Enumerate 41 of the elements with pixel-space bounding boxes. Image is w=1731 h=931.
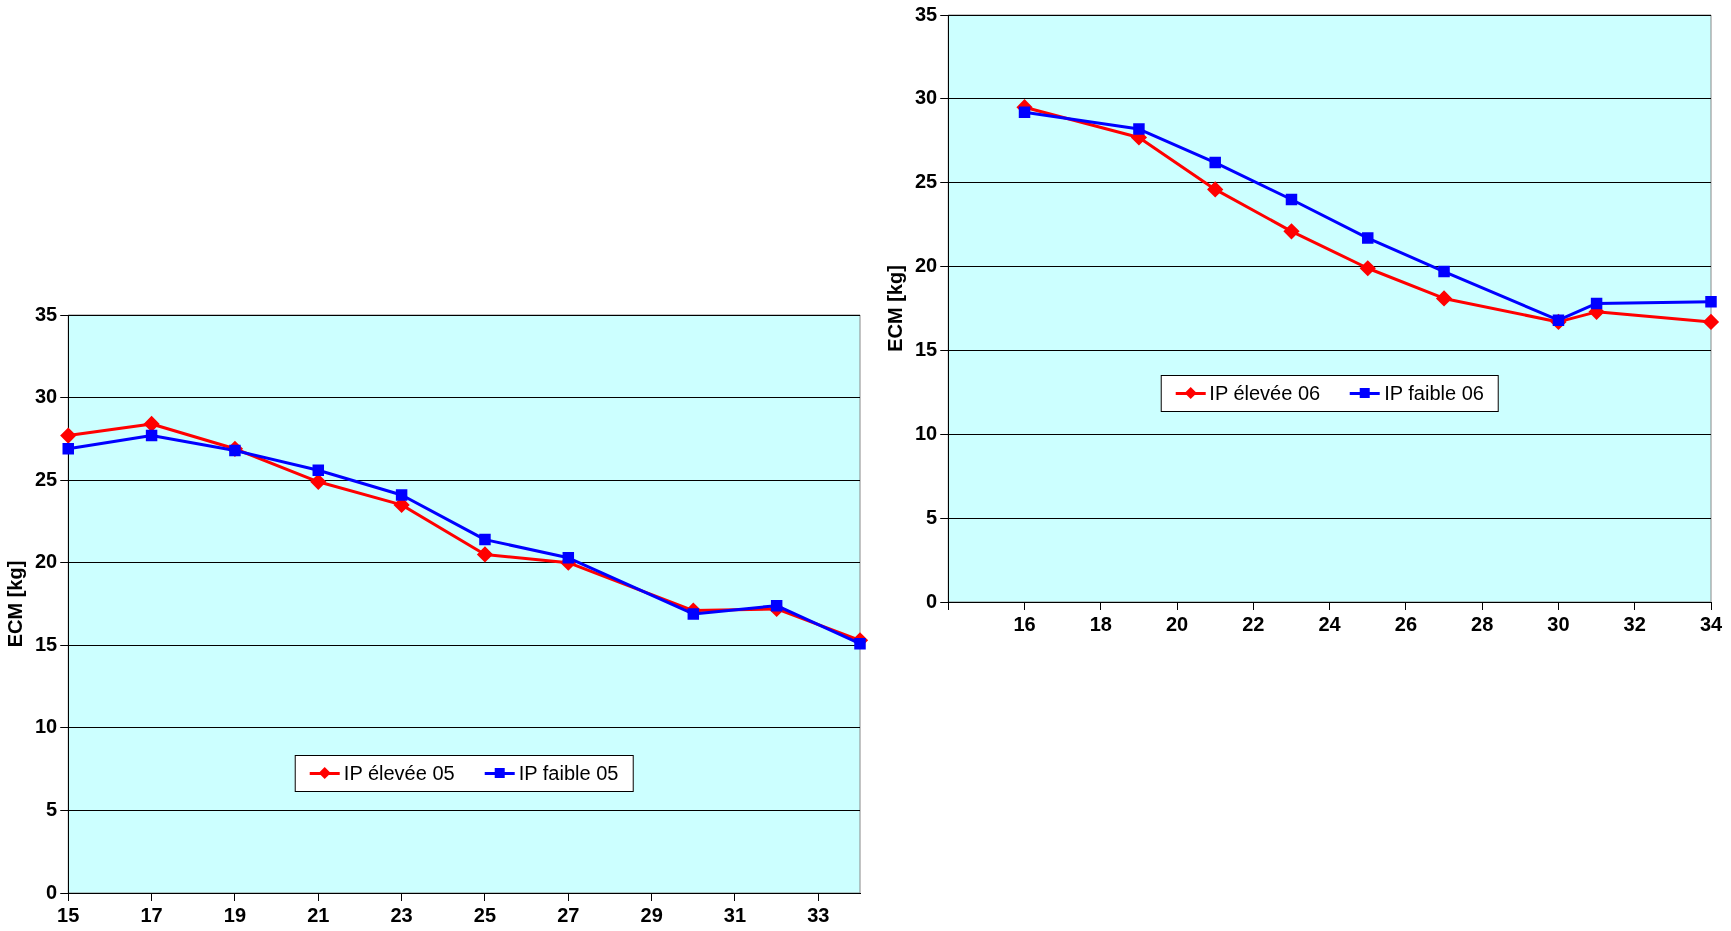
y-tick-label: 10: [915, 421, 938, 444]
y-tick-label: 35: [35, 302, 58, 325]
x-tick-label: 20: [1165, 612, 1189, 635]
x-tick-label: 19: [223, 903, 247, 926]
y-tick-label: 30: [915, 86, 938, 109]
y-tick-label: 30: [35, 385, 58, 408]
x-tick-label: 34: [1699, 612, 1723, 635]
x-tick-label: 26: [1394, 612, 1418, 635]
legend-label: IP élevée 06: [1209, 381, 1321, 405]
y-tick-label: 10: [35, 715, 58, 738]
y-tick-label: 15: [915, 337, 938, 360]
y-axis-title: ECM [kg]: [3, 560, 26, 648]
y-tick-label: 25: [35, 467, 58, 490]
x-tick-label: 17: [140, 903, 163, 926]
x-tick-label: 30: [1547, 612, 1570, 635]
y-axis-title: ECM [kg]: [883, 265, 906, 352]
y-tick-label: 25: [915, 170, 938, 193]
x-tick-label: 29: [640, 903, 663, 926]
x-tick-label: 27: [557, 903, 580, 926]
legend-label: IP élevée 05: [343, 762, 455, 786]
x-tick-label: 22: [1242, 612, 1265, 635]
x-tick-label: 23: [390, 903, 413, 926]
y-tick-label: 0: [926, 589, 938, 612]
y-tick-label: 15: [35, 632, 58, 655]
y-tick-label: 20: [35, 550, 58, 573]
x-tick-label: 16: [1013, 612, 1036, 635]
y-tick-label: 5: [926, 505, 938, 528]
x-tick-label: 33: [807, 903, 830, 926]
y-tick-label: 0: [46, 880, 58, 903]
x-tick-label: 25: [473, 903, 497, 926]
x-tick-label: 18: [1089, 612, 1112, 635]
x-tick-label: 24: [1318, 612, 1342, 635]
x-tick-label: 32: [1623, 612, 1646, 635]
x-tick-label: 31: [723, 903, 747, 926]
x-tick-label: 21: [307, 903, 330, 926]
x-tick-label: 28: [1471, 612, 1494, 635]
legend-label: IP faible 06: [1384, 381, 1484, 405]
legend-label: IP faible 05: [518, 762, 619, 786]
y-tick-label: 20: [915, 254, 938, 277]
y-tick-label: 5: [46, 797, 58, 820]
y-tick-label: 35: [915, 2, 938, 25]
